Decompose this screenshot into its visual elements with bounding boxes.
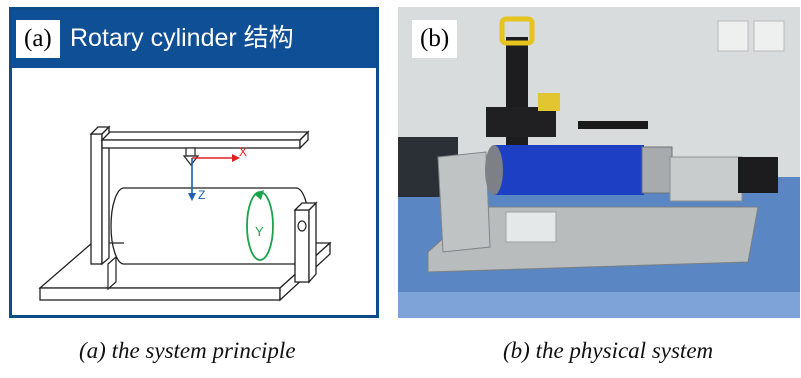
right-post-top (293, 202, 318, 211)
right-post-side (308, 201, 317, 284)
desk-edge (398, 292, 800, 318)
y-rotation-arrowhead (254, 190, 264, 200)
y-axis-label: Y (255, 224, 264, 239)
wall-outlet-right (753, 20, 785, 52)
chuck (641, 146, 673, 194)
yellow-handle (499, 16, 535, 46)
x-axis-label: X (239, 145, 247, 159)
yellow-module (538, 93, 560, 111)
left-post-side (101, 125, 110, 266)
left-bracket (437, 151, 491, 253)
panel-a-schematic: (a) Rotary cylinder 结构 X Z (9, 7, 379, 318)
caption-a: (a) the system principle (79, 338, 296, 363)
z-axis-label: Z (198, 188, 205, 202)
x-rail (578, 121, 648, 129)
top-arm (100, 131, 310, 141)
z-stage (506, 37, 528, 157)
panel-b-label: (b) (412, 20, 458, 58)
left-support (107, 255, 117, 291)
z-axis-arrow (188, 193, 196, 201)
caption-b: (b) the physical system (503, 338, 714, 363)
blue-cylinder (494, 145, 644, 195)
left-post (90, 133, 103, 265)
top-arm-end (299, 130, 309, 150)
panel-a-label: (a) (16, 20, 60, 58)
top-arm-front (101, 139, 301, 149)
motor-housing (669, 156, 743, 202)
tool-holder (185, 147, 196, 157)
title-banner: (a) Rotary cylinder 结构 (12, 10, 376, 68)
x-axis-arrow (232, 154, 240, 162)
tool-carriage (486, 107, 556, 137)
cylinder-body (124, 187, 310, 265)
motor (738, 157, 778, 193)
rotary-cylinder-diagram: X Z Y (38, 125, 332, 302)
cylinder-left-end (485, 145, 503, 195)
cylinder-back-edge (110, 187, 125, 265)
wall-outlet-left (717, 20, 749, 52)
shaft-hole (297, 220, 307, 232)
panel-b-photo: (b) (398, 7, 800, 318)
base-plate-front (39, 287, 281, 301)
panel-a-title: Rotary cylinder 结构 (70, 24, 294, 52)
clear-acrylic-block (505, 211, 557, 243)
physical-system-illustration (398, 7, 800, 318)
